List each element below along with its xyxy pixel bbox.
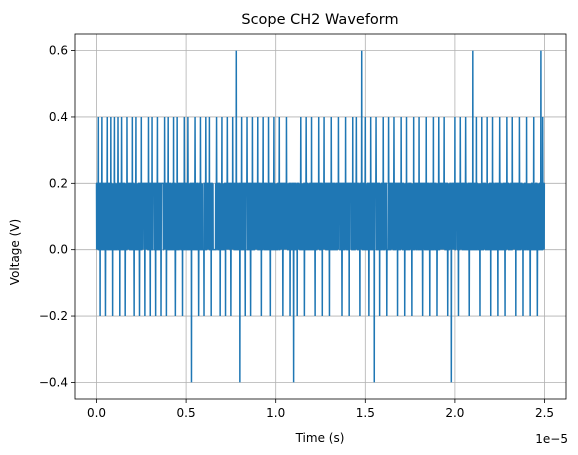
x-axis: 0.0 0.5 1.0 1.5 2.0 2.5 xyxy=(87,399,554,420)
x-tick-label: 1.5 xyxy=(356,406,375,420)
x-tick-label: 1.0 xyxy=(266,406,285,420)
y-axis: −0.4 −0.2 0.0 0.2 0.4 0.6 xyxy=(39,44,75,389)
series-layer xyxy=(95,50,546,383)
chart-title: Scope CH2 Waveform xyxy=(241,12,398,28)
y-tick-label: −0.2 xyxy=(39,309,68,323)
x-tick-label: 0.5 xyxy=(177,406,196,420)
x-axis-offset-label: 1e−5 xyxy=(535,432,568,446)
y-tick-label: 0.0 xyxy=(49,243,68,257)
y-tick-label: 0.2 xyxy=(49,176,68,190)
x-tick-label: 0.0 xyxy=(87,406,106,420)
y-axis-label: Voltage (V) xyxy=(8,219,22,285)
x-tick-label: 2.5 xyxy=(535,406,554,420)
x-axis-label: Time (s) xyxy=(295,431,345,445)
y-tick-label: −0.4 xyxy=(39,375,68,389)
y-tick-label: 0.4 xyxy=(49,110,68,124)
waveform-line xyxy=(95,50,546,383)
x-tick-label: 2.0 xyxy=(445,406,464,420)
y-tick-label: 0.6 xyxy=(49,44,68,58)
plot-frame xyxy=(74,33,567,400)
